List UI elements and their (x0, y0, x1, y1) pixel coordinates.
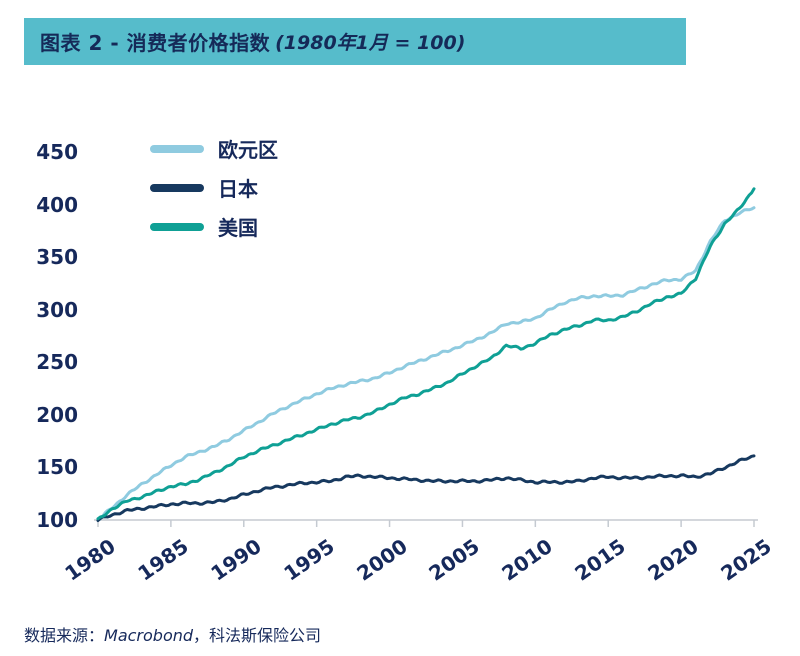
y-axis-label-250: 250 (36, 350, 78, 375)
series-line-eurozone (96, 206, 756, 522)
y-axis-label-450: 450 (36, 140, 78, 164)
y-axis-label-200: 200 (36, 402, 78, 427)
legend-item-japan: 日本 (150, 168, 278, 207)
legend-swatch-japan (150, 183, 204, 192)
source-vendor: Macrobond (104, 626, 194, 645)
series-line-japan (96, 454, 756, 522)
legend: 欧元区 日本 美国 (150, 129, 278, 246)
y-axis-label-150: 150 (36, 455, 78, 480)
legend-label-japan: 日本 (218, 177, 258, 201)
legend-label-us: 美国 (218, 216, 258, 240)
y-axis-label-100: 100 (36, 508, 78, 532)
series-line-us (96, 187, 756, 521)
y-axis-label-350: 350 (36, 245, 78, 270)
legend-label-eurozone: 欧元区 (218, 138, 278, 162)
legend-swatch-eurozone (150, 144, 204, 153)
chart-title-subtitle: (1980年1月 = 100) (275, 32, 466, 54)
source-suffix: ，科法斯保险公司 (193, 626, 322, 645)
legend-item-eurozone: 欧元区 (150, 129, 278, 168)
source-note: 数据来源：Macrobond，科法斯保险公司 (24, 622, 321, 646)
legend-item-us: 美国 (150, 207, 278, 246)
chart-title: 图表 2 - 消费者价格指数 (40, 31, 271, 55)
legend-swatch-us (150, 222, 204, 231)
source-prefix: 数据来源： (24, 626, 105, 645)
y-axis-label-400: 400 (36, 192, 78, 217)
y-axis-label-300: 300 (36, 297, 78, 322)
chart-title-banner: 图表 2 - 消费者价格指数 (1980年1月 = 100) (24, 18, 686, 65)
